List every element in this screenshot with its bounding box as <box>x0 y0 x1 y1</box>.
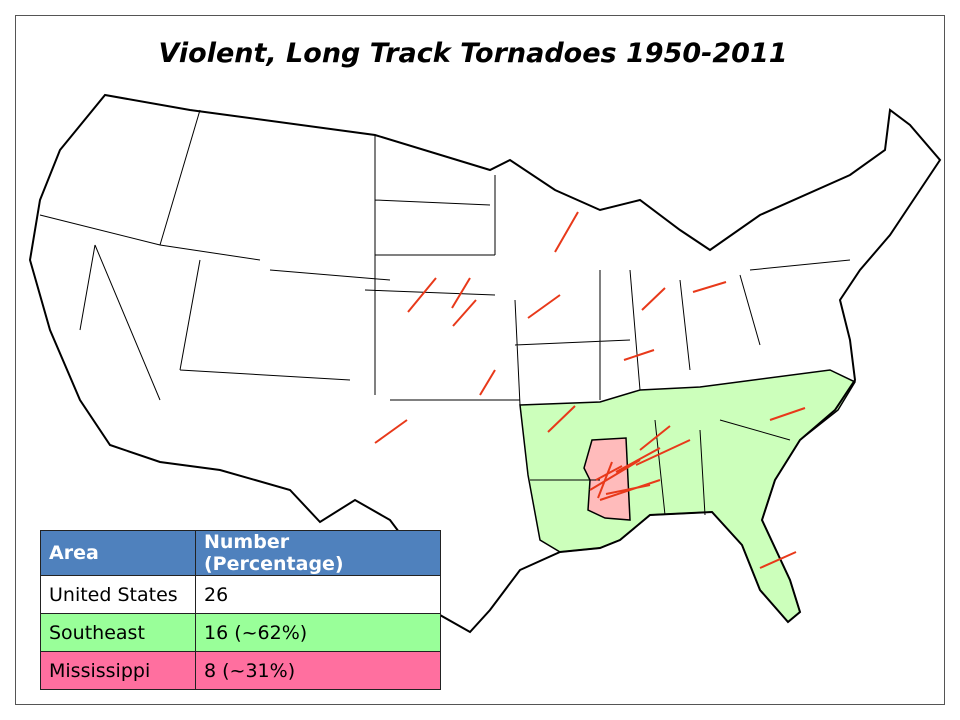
cell: United States <box>40 575 196 614</box>
header-cell: Number (Percentage) <box>195 530 441 576</box>
header-cell: Area <box>40 530 196 576</box>
state-lines <box>39 109 851 516</box>
cell: 16 (~62%) <box>195 613 441 652</box>
cell: Southeast <box>40 613 196 652</box>
map-title: Violent, Long Track Tornadoes 1950-2011 <box>158 38 788 69</box>
table-row: Mississippi 8 (~31%) <box>40 651 441 690</box>
cell: Mississippi <box>40 651 196 690</box>
cell: 8 (~31%) <box>195 651 441 690</box>
us-outline <box>28 93 942 634</box>
table-header: Area Number (Percentage) <box>40 530 441 576</box>
table-row: Southeast 16 (~62%) <box>40 613 441 652</box>
frame <box>15 15 945 705</box>
cell: 26 <box>195 575 441 614</box>
summary-table: Area Number (Percentage) United States 2… <box>40 530 441 690</box>
table-row: United States 26 <box>40 575 441 614</box>
tornado-tracks <box>374 211 806 569</box>
